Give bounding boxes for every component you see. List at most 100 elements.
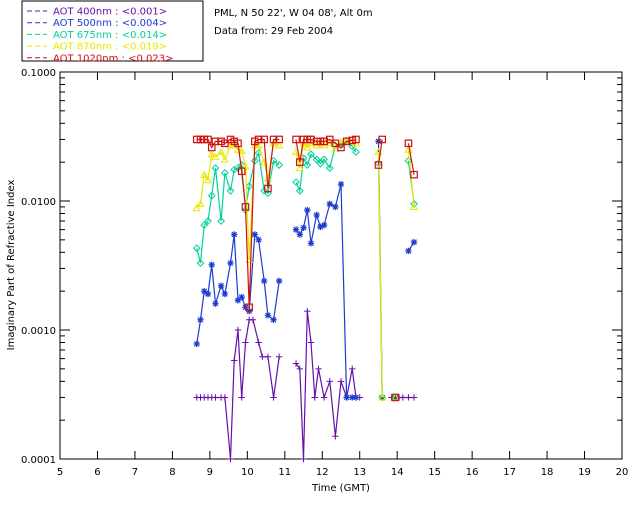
plot-area (59, 71, 623, 460)
data-point (237, 146, 246, 154)
data-point (343, 394, 350, 401)
series-2 (192, 137, 418, 402)
data-point (352, 148, 360, 156)
data-point (270, 316, 277, 323)
data-point (391, 393, 400, 401)
series-0 (193, 307, 418, 463)
data-point (226, 186, 235, 195)
data-point (337, 143, 345, 152)
data-point (404, 156, 413, 165)
data-point (307, 135, 315, 144)
data-point (217, 217, 226, 225)
data-point (200, 170, 209, 178)
data-point (204, 290, 212, 298)
data-point (264, 353, 272, 360)
data-point (255, 236, 262, 244)
x-tick-label: 12 (316, 467, 329, 478)
data-point (352, 394, 360, 401)
data-point (275, 277, 283, 285)
data-point (207, 191, 216, 200)
data-point (254, 135, 263, 144)
data-point (196, 259, 205, 268)
data-point (211, 137, 220, 146)
data-point (264, 184, 272, 193)
x-tick-label: 5 (57, 467, 63, 478)
data-point (292, 178, 300, 187)
x-tick-label: 20 (616, 467, 629, 478)
x-tick-label: 14 (391, 467, 404, 478)
data-point (348, 142, 357, 151)
data-point (196, 199, 205, 207)
data-point (332, 433, 339, 440)
series-line (196, 141, 415, 399)
y-ticks: 0.0001 0.0010 0.0100 0.1000 (21, 68, 622, 466)
series-4 (192, 135, 418, 402)
data-point (234, 326, 242, 334)
data-point (331, 144, 340, 152)
data-point (220, 169, 229, 177)
data-point (212, 394, 219, 401)
data-point (204, 135, 212, 144)
data-point (410, 170, 418, 179)
data-point (245, 303, 254, 312)
data-point (275, 141, 284, 149)
data-point (392, 394, 399, 401)
x-tick-label: 10 (241, 467, 254, 478)
data-point (295, 163, 304, 172)
data-point (295, 158, 304, 166)
data-point (300, 455, 307, 463)
site-info: PML, N 50 22', W 04 08', Alt 0m (214, 8, 373, 19)
data-point (374, 161, 383, 169)
data-point (208, 261, 215, 269)
data-point (399, 394, 407, 401)
data-point (391, 393, 400, 402)
data-point (405, 247, 412, 255)
x-tick-label: 7 (132, 467, 138, 478)
data-point (311, 394, 318, 401)
data-point (275, 353, 283, 360)
legend-box (21, 0, 204, 62)
data-point (337, 378, 345, 385)
data-point (336, 138, 346, 146)
data-point (342, 137, 351, 146)
data-point (264, 312, 272, 319)
data-point (269, 135, 278, 144)
data-point (270, 394, 277, 401)
data-point (320, 221, 328, 229)
data-point (296, 231, 303, 238)
data-point (193, 340, 200, 348)
data-point (325, 135, 334, 144)
data-point (192, 244, 201, 253)
data-point (295, 186, 304, 195)
data-point (242, 339, 249, 346)
series-1 (193, 138, 418, 401)
data-point (246, 307, 253, 315)
series-line (196, 138, 415, 308)
data-point (320, 137, 328, 146)
data-point (260, 135, 268, 144)
data-point (326, 378, 333, 385)
x-tick-label: 15 (428, 467, 441, 478)
data-point (307, 339, 315, 346)
data-point (238, 394, 245, 401)
data-point (275, 135, 283, 144)
x-ticks: 5 6 7 8 9 10 11 12 13 14 15 16 17 18 19 20 (57, 72, 629, 478)
data-point (317, 223, 324, 231)
data-point (404, 139, 413, 148)
data-point (259, 353, 266, 360)
data-point (410, 394, 418, 401)
data-point (315, 365, 322, 373)
data-point (255, 339, 262, 346)
legend-label: AOT 870nm : <0.019> (53, 42, 167, 53)
data-point (238, 293, 245, 301)
data-point (410, 202, 419, 210)
data-point (275, 161, 284, 169)
data-point (234, 139, 242, 148)
data-point (307, 240, 315, 247)
data-point (200, 221, 209, 230)
data-point (237, 167, 246, 176)
data-point (221, 290, 229, 298)
data-point (234, 297, 242, 304)
data-point (292, 360, 300, 367)
